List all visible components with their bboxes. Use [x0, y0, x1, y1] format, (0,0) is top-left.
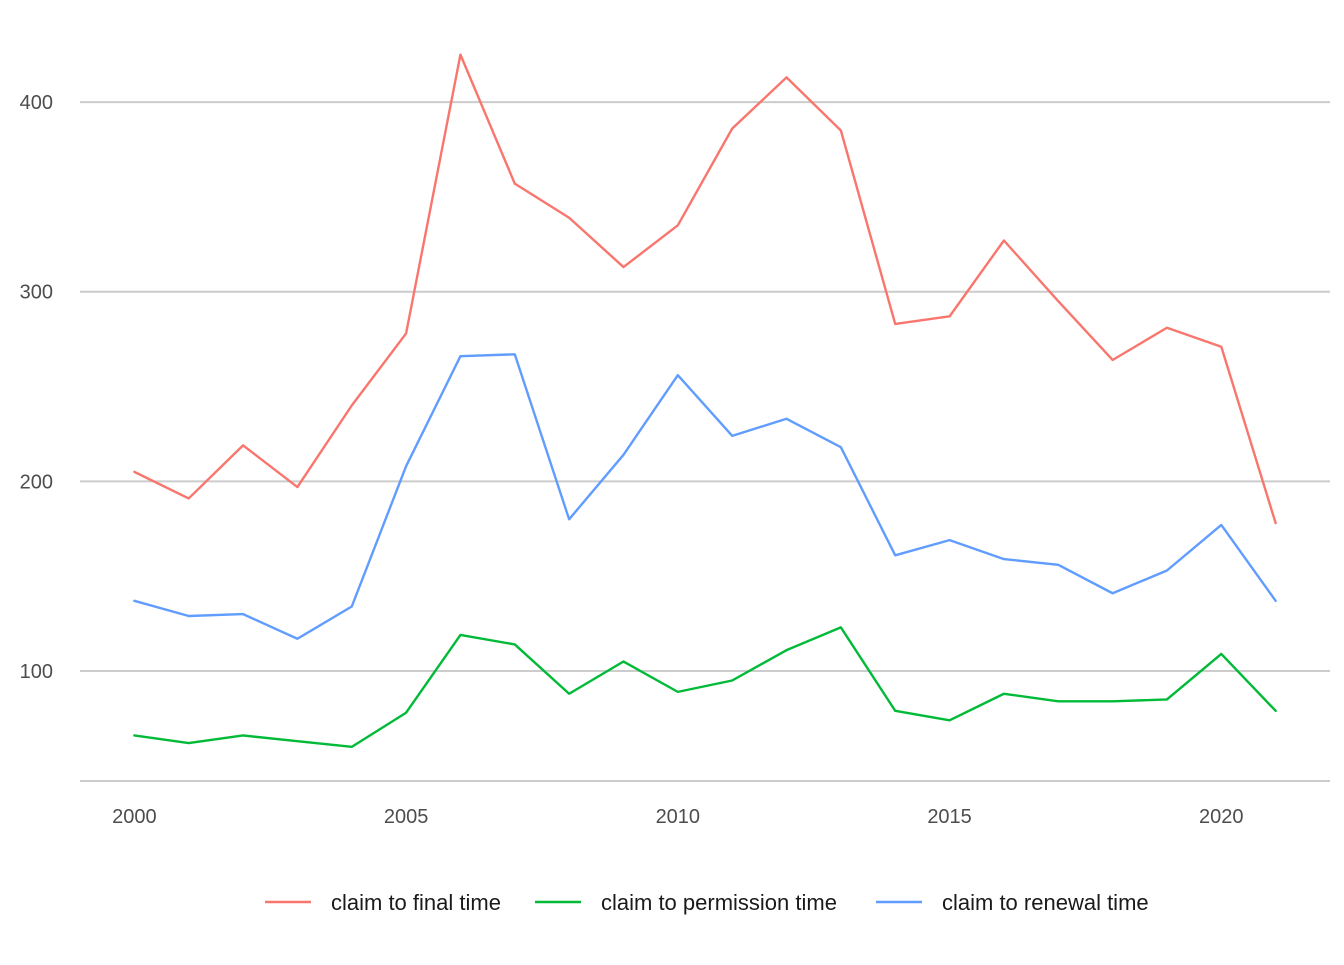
series-line-1 — [133, 53, 1277, 525]
series-line-3 — [133, 353, 1277, 640]
series-line-2 — [133, 626, 1277, 749]
y-tick-label: 200 — [20, 471, 53, 493]
y-axis-tick-labels: 100 200 300 400 — [20, 92, 53, 683]
legend-label: claim to final time — [331, 890, 501, 915]
x-tick-label: 2010 — [656, 806, 701, 828]
x-tick-label: 2020 — [1199, 806, 1244, 828]
y-tick-label: 300 — [20, 282, 53, 304]
legend: claim to final time claim to permission t… — [265, 890, 1149, 915]
x-tick-label: 2005 — [384, 806, 429, 828]
x-tick-label: 2015 — [927, 806, 972, 828]
y-tick-label: 100 — [20, 661, 53, 683]
series-lines — [133, 53, 1277, 749]
legend-item: claim to permission time — [535, 890, 837, 915]
legend-label: claim to renewal time — [942, 890, 1149, 915]
x-tick-label: 2000 — [112, 806, 157, 828]
legend-item: claim to final time — [265, 890, 501, 915]
legend-label: claim to permission time — [601, 890, 837, 915]
x-axis-tick-labels: 2000 2005 2010 2015 2020 — [112, 806, 1243, 828]
y-tick-label: 400 — [20, 92, 53, 114]
gridlines — [80, 101, 1330, 782]
legend-item: claim to renewal time — [876, 890, 1149, 915]
